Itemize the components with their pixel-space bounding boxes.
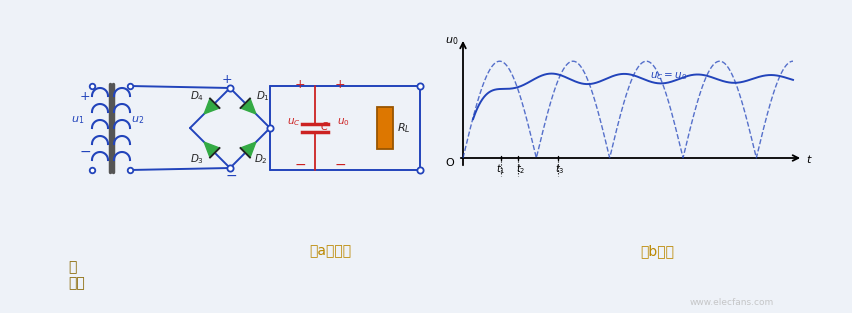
Text: （a）电路: （a）电路: [309, 244, 351, 258]
Bar: [377, 107, 393, 149]
Text: $u_C$: $u_C$: [287, 116, 301, 128]
Text: −: −: [226, 169, 238, 183]
Text: +: +: [295, 78, 306, 91]
Text: 形图: 形图: [68, 276, 84, 290]
Text: $t_2$: $t_2$: [516, 162, 526, 176]
Polygon shape: [204, 142, 220, 157]
Text: −: −: [335, 158, 347, 172]
Text: $t_3$: $t_3$: [555, 162, 565, 176]
Text: +: +: [335, 78, 346, 91]
Text: 图: 图: [68, 260, 77, 274]
Text: $R_L$: $R_L$: [397, 121, 411, 135]
Text: $C$: $C$: [320, 120, 329, 132]
Text: $u_1$: $u_1$: [72, 114, 84, 126]
Text: （b）波: （b）波: [640, 244, 674, 258]
Text: www.elecfans.com: www.elecfans.com: [690, 298, 774, 307]
Text: $t_1$: $t_1$: [496, 162, 505, 176]
Text: +: +: [222, 73, 233, 86]
Polygon shape: [204, 99, 220, 114]
Text: $t$: $t$: [806, 153, 813, 165]
Text: $u_2$: $u_2$: [131, 114, 145, 126]
Polygon shape: [240, 99, 256, 114]
Text: −: −: [79, 145, 91, 159]
Text: $D_4$: $D_4$: [190, 89, 204, 103]
Polygon shape: [240, 142, 256, 157]
Text: O: O: [445, 158, 454, 168]
Text: $u_0$: $u_0$: [445, 35, 458, 47]
Text: $u_C$$=$$u_0$: $u_C$$=$$u_0$: [650, 70, 688, 82]
Text: $D_1$: $D_1$: [256, 89, 270, 103]
Text: $D_3$: $D_3$: [190, 152, 204, 166]
Text: $D_2$: $D_2$: [254, 152, 268, 166]
Text: +: +: [80, 90, 90, 103]
Text: $u_0$: $u_0$: [337, 116, 349, 128]
Text: −: −: [295, 158, 307, 172]
